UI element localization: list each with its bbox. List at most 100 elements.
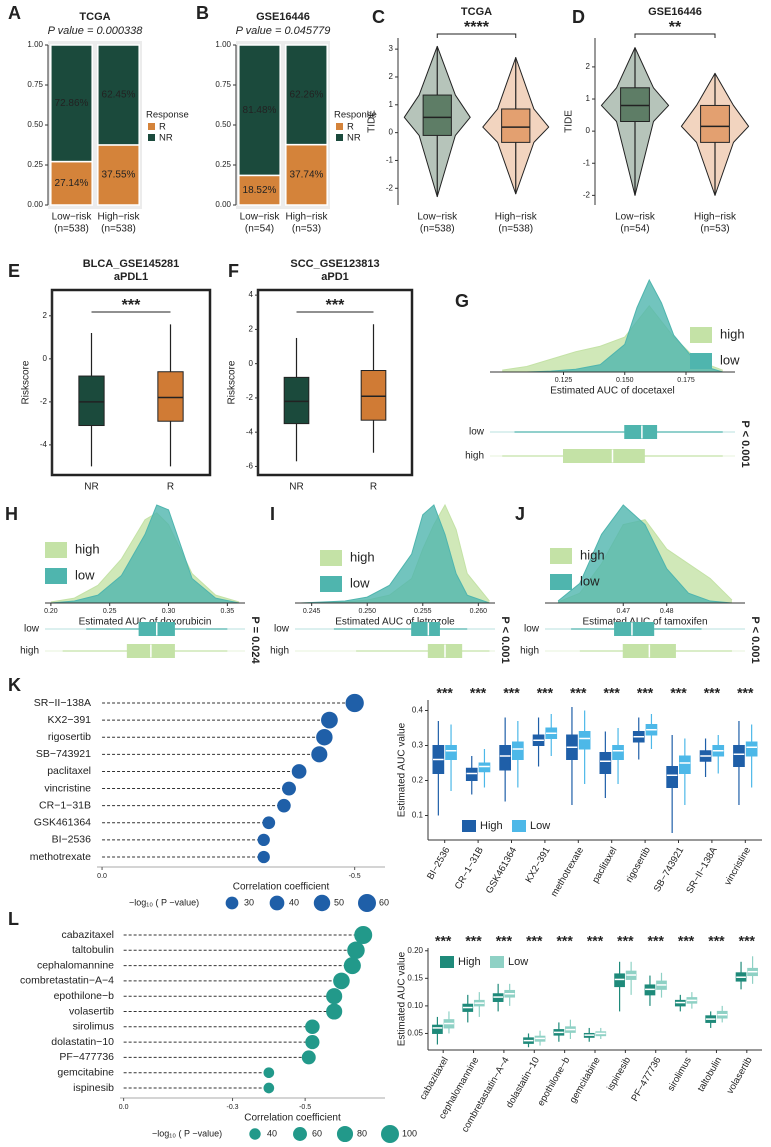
x-tick-sublabel: (n=54) xyxy=(245,224,274,235)
panel-letter: F xyxy=(228,261,239,281)
y-tick-label: 2 xyxy=(389,72,394,81)
significance-label: *** xyxy=(526,933,543,949)
category-label: sirolimus xyxy=(73,1021,114,1033)
x-tick-label: 0.175 xyxy=(677,377,695,384)
significance-label: *** xyxy=(637,685,654,701)
density-fill xyxy=(300,505,490,603)
x-axis-label: Estimated AUC of docetaxel xyxy=(550,386,675,397)
panel-letter: D xyxy=(572,7,585,27)
legend-swatch xyxy=(490,956,504,968)
y-tick-label: 0 xyxy=(43,354,48,363)
panel-letter: L xyxy=(8,909,19,929)
size-legend-dot xyxy=(313,894,331,912)
x-tick-label: R xyxy=(167,482,174,493)
lollipop-dot xyxy=(343,957,361,975)
significance-label: *** xyxy=(678,933,695,949)
y-axis-label: Riskscore xyxy=(21,360,32,404)
plot-frame xyxy=(256,288,414,477)
significance-bracket xyxy=(634,33,716,38)
significance-label: *** xyxy=(122,297,141,314)
value-label: 18.52% xyxy=(243,185,277,196)
lollipop-dot xyxy=(345,693,364,713)
x-tick-label: NR xyxy=(84,482,98,493)
x-tick-label: BI−2536 xyxy=(425,845,452,881)
panel-letter: H xyxy=(5,504,18,524)
chart-title: GSE16446 xyxy=(256,11,310,23)
density-fill xyxy=(502,280,723,372)
value-label: 62.45% xyxy=(102,90,136,101)
legend-swatch xyxy=(512,820,526,832)
p-value-label: P = 0.024 xyxy=(249,616,261,664)
category-label: rigosertib xyxy=(48,731,91,743)
x-tick-label: 0.255 xyxy=(414,608,432,615)
box-box xyxy=(411,622,440,636)
category-label: BI−2536 xyxy=(52,834,92,846)
x-tick-label: NR xyxy=(289,482,303,493)
x-axis-label: Correlation coefficient xyxy=(233,882,330,893)
category-label: ispinesib xyxy=(73,1082,114,1094)
x-tick-label: High−risk xyxy=(694,212,737,223)
y-axis-label: Riskscore xyxy=(227,360,238,404)
density-curve xyxy=(502,278,723,373)
bar-segment xyxy=(50,44,93,163)
panel-letter: C xyxy=(372,7,385,27)
y-tick-label: 0.25 xyxy=(215,160,231,169)
box-box xyxy=(157,371,184,422)
lollipop-dot xyxy=(326,988,343,1005)
box-box xyxy=(578,731,591,750)
legend-swatch xyxy=(45,568,67,584)
box-box xyxy=(499,745,511,771)
y-tick-label: -2 xyxy=(246,393,254,402)
box-box xyxy=(620,87,650,122)
size-legend-label: 80 xyxy=(357,1128,367,1138)
significance-label: *** xyxy=(437,685,454,701)
box-box xyxy=(745,741,758,757)
size-legend-title: −log₁₀ ( P −value) xyxy=(129,897,199,907)
category-label: epothilone−b xyxy=(54,990,115,1002)
lollipop-dot xyxy=(347,941,365,960)
lollipop-dot xyxy=(311,746,328,763)
category-label: paclitaxel xyxy=(47,765,91,777)
legend-swatch xyxy=(550,574,572,590)
x-tick-label: ispinesib xyxy=(605,1055,633,1093)
chart-subtitle: aPDL1 xyxy=(114,271,148,283)
x-tick-sublabel: (n=538) xyxy=(498,224,533,235)
y-axis-label: TIDE xyxy=(564,110,575,133)
y-axis-label: Estimated AUC value xyxy=(397,722,408,817)
size-legend-label: 100 xyxy=(402,1128,417,1138)
legend-swatch xyxy=(45,542,67,558)
significance-label: *** xyxy=(604,685,621,701)
x-tick-label: vincristine xyxy=(722,845,753,887)
legend-label: R xyxy=(347,122,354,133)
y-tick-label: 0 xyxy=(389,128,394,137)
significance-label: *** xyxy=(648,933,665,949)
significance-label: *** xyxy=(465,933,482,949)
category-label: cephalomannine xyxy=(37,959,114,971)
legend-label: low xyxy=(720,352,740,367)
chart-subtitle: P value = 0.000338 xyxy=(48,25,144,37)
box-row-label: high xyxy=(20,646,39,657)
box-box xyxy=(614,622,655,636)
y-tick-label: 0.75 xyxy=(215,80,231,89)
category-label: SR−II−138A xyxy=(34,697,91,709)
significance-label: *** xyxy=(496,933,513,949)
category-label: KX2−391 xyxy=(48,714,92,726)
x-tick-label: -0.5 xyxy=(349,873,361,880)
legend-label: high xyxy=(720,326,745,341)
value-label: 62.26% xyxy=(290,89,324,100)
x-tick-label: 0.125 xyxy=(555,377,573,384)
box-row-label: low xyxy=(24,624,40,635)
significance-label: *** xyxy=(670,685,687,701)
panel-letter: G xyxy=(455,291,469,311)
y-tick-label: 0.15 xyxy=(407,973,423,982)
box-box xyxy=(501,108,531,143)
lollipop-dot xyxy=(326,1003,343,1020)
box-box xyxy=(614,973,625,988)
y-axis-label: Estimated AUC value xyxy=(397,951,408,1046)
value-label: 72.86% xyxy=(55,98,89,109)
x-tick-label: gemcitabine xyxy=(568,1055,603,1105)
box-box xyxy=(445,745,457,760)
x-tick-label: Low−risk xyxy=(52,212,93,223)
significance-label: *** xyxy=(737,685,754,701)
